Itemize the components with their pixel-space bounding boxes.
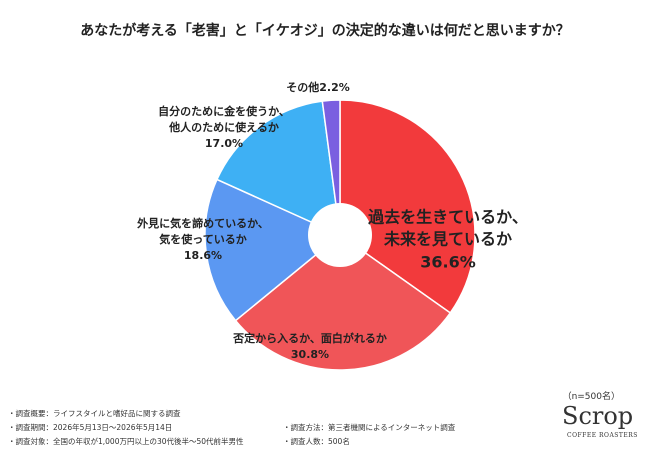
value-label: 18.6% <box>183 248 223 262</box>
value-label: 36.6% <box>420 252 476 272</box>
footnote: ・調査人数：500名 <box>283 437 350 446</box>
value-label: 2.2% <box>319 81 350 95</box>
pie-slice <box>204 178 342 322</box>
category-label: 過去を生きているか、 未来を見ているか <box>368 207 528 249</box>
logo: Scrop <box>562 402 634 430</box>
footnote: ・調査方法：第三者機関によるインターネット調査 <box>283 423 456 432</box>
category-label: 自分のために金を使うか、 他人のために使えるか <box>158 105 290 135</box>
value-label: 17.0% <box>204 136 244 150</box>
footnote: ・調査概要：ライフスタイルと嗜好品に関する調査 <box>8 409 181 418</box>
pie-slice <box>234 234 452 371</box>
slice-label: 外見に気を諦めているか、 気を使っているか 18.6% <box>137 216 269 264</box>
donut-hole <box>308 203 372 267</box>
slice-label: その他2.2% <box>286 80 350 96</box>
category-label: 否定から入るか、面白がれるか <box>233 332 387 346</box>
chart-title: あなたが考える「老害」と「イケオジ」の決定的な違いは何だと思いますか？ <box>80 23 570 39</box>
value-label: 30.8% <box>290 348 330 361</box>
footnote: ・調査期間：2026年5月13日〜2026年5月14日 <box>8 423 173 432</box>
footnote: ・調査対象：全国の年収が1,000万円以上の30代後半〜50代前半男性 <box>8 437 244 446</box>
pie-slice <box>215 100 341 237</box>
slice-label: 過去を生きているか、 未来を見ているか 36.6% <box>368 206 528 273</box>
pie-slice <box>339 99 476 314</box>
slice-label: 否定から入るか、面白がれるか 30.8% <box>233 331 387 363</box>
sample-size: （n=500名） <box>562 392 620 402</box>
slice-label: 自分のために金を使うか、 他人のために使えるか 17.0% <box>158 104 290 152</box>
pie-slice <box>321 99 341 236</box>
category-label: 外見に気を諦めているか、 気を使っているか <box>137 217 269 247</box>
logo-sub: COFFEE ROASTERS <box>567 432 638 439</box>
category-label: その他 <box>286 81 320 95</box>
